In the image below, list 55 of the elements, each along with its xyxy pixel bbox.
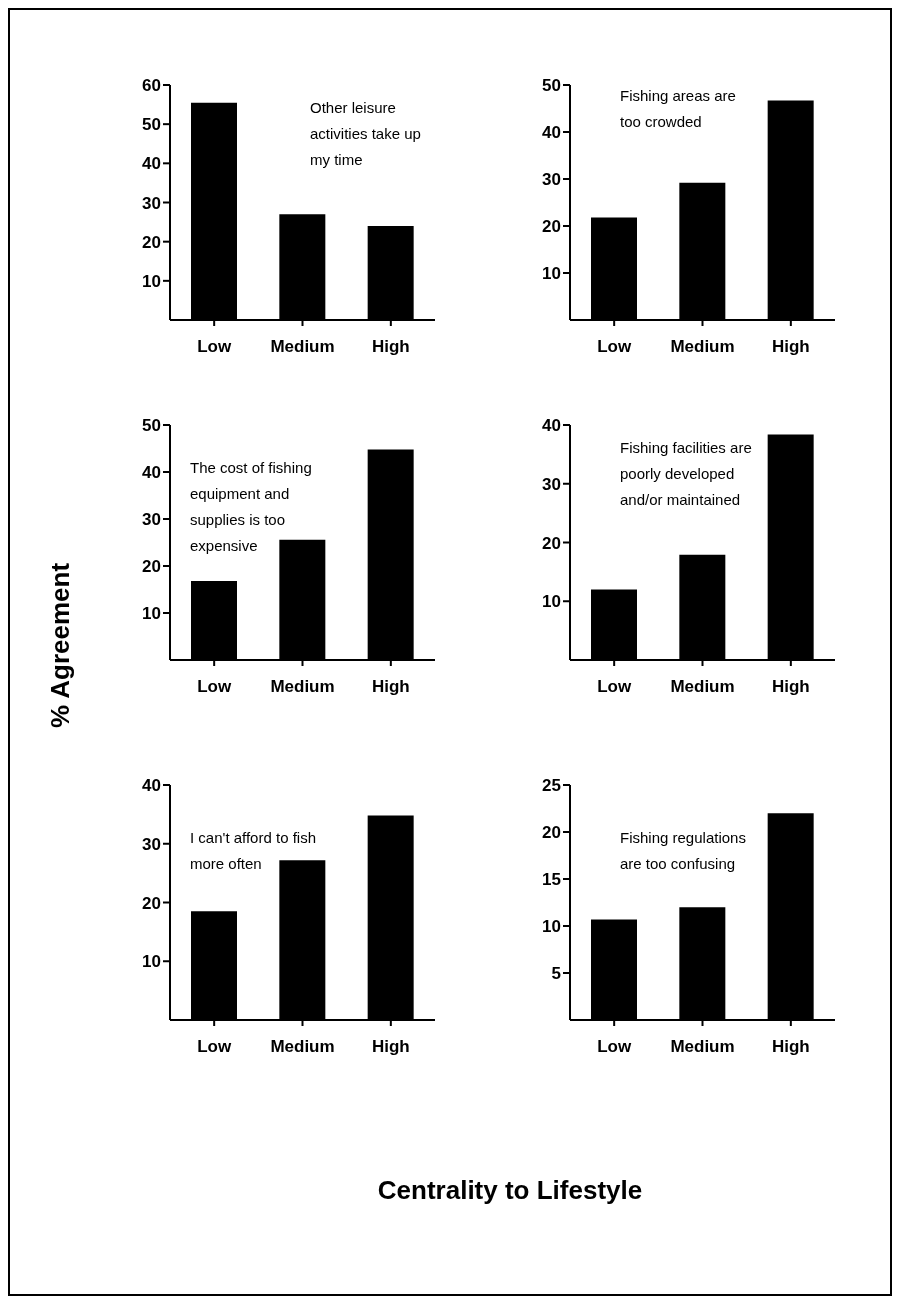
x-tick-label: High bbox=[771, 677, 810, 697]
y-tick-label: 10 bbox=[142, 604, 161, 624]
y-tick-label: 30 bbox=[142, 834, 161, 854]
y-tick-label: 30 bbox=[542, 474, 561, 494]
annotation: The cost of fishing equipment and supplies is too expensive bbox=[190, 458, 313, 556]
y-tick-label: 30 bbox=[542, 170, 561, 190]
y-tick-label: 50 bbox=[542, 76, 561, 96]
y-tick-label: 40 bbox=[142, 154, 161, 174]
y-tick-label: 40 bbox=[142, 463, 161, 483]
y-tick-label: 10 bbox=[142, 952, 161, 972]
x-tick-label: Medium bbox=[270, 1037, 335, 1057]
x-tick-label: Low bbox=[597, 1037, 632, 1057]
y-tick-label: 60 bbox=[142, 76, 161, 96]
y-tick-label: 25 bbox=[542, 776, 561, 796]
annotation: Fishing regulations are too confusing bbox=[620, 828, 747, 874]
x-tick-label: Low bbox=[197, 337, 232, 357]
x-tick-label: Medium bbox=[670, 337, 735, 357]
y-tick-label: 20 bbox=[542, 217, 561, 237]
y-tick-label: 50 bbox=[142, 416, 161, 436]
annotation: Other leisure activities take up my time bbox=[310, 98, 422, 170]
x-tick-label: High bbox=[371, 337, 410, 357]
y-tick-label: 20 bbox=[142, 232, 161, 252]
annotation: I can't afford to fish more often bbox=[190, 828, 317, 874]
y-tick-label: 20 bbox=[542, 823, 561, 843]
y-tick-label: 40 bbox=[542, 416, 561, 436]
y-tick-label: 50 bbox=[142, 115, 161, 135]
x-tick-label: Low bbox=[597, 677, 632, 697]
y-tick-label: 20 bbox=[542, 533, 561, 553]
y-tick-label: 30 bbox=[142, 510, 161, 530]
annotation: Fishing areas are too crowded bbox=[620, 86, 737, 132]
y-tick-label: 5 bbox=[551, 964, 561, 984]
y-tick-label: 10 bbox=[142, 271, 161, 291]
y-tick-label: 10 bbox=[542, 917, 561, 937]
x-tick-label: Medium bbox=[270, 677, 335, 697]
y-tick-label: 40 bbox=[542, 123, 561, 143]
x-tick-label: High bbox=[371, 1037, 410, 1057]
y-tick-label: 30 bbox=[142, 193, 161, 213]
annotation: Fishing facilities are poorly developed and/or maintained bbox=[620, 438, 753, 510]
x-tick-label: High bbox=[771, 1037, 810, 1057]
x-tick-label: Medium bbox=[270, 337, 335, 357]
y-tick-label: 10 bbox=[542, 264, 561, 284]
x-tick-label: Low bbox=[197, 677, 232, 697]
y-tick-label: 20 bbox=[142, 893, 161, 913]
y-tick-label: 10 bbox=[542, 592, 561, 612]
x-tick-label: High bbox=[371, 677, 410, 697]
x-tick-label: Medium bbox=[670, 677, 735, 697]
y-tick-label: 40 bbox=[142, 776, 161, 796]
x-tick-label: Medium bbox=[670, 1037, 735, 1057]
x-tick-label: High bbox=[771, 337, 810, 357]
y-axis-title: % Agreement bbox=[44, 561, 76, 731]
x-tick-label: Low bbox=[597, 337, 632, 357]
y-tick-label: 15 bbox=[542, 870, 561, 890]
x-tick-label: Low bbox=[197, 1037, 232, 1057]
x-axis-title: Centrality to Lifestyle bbox=[376, 1175, 644, 1206]
y-tick-label: 20 bbox=[142, 557, 161, 577]
